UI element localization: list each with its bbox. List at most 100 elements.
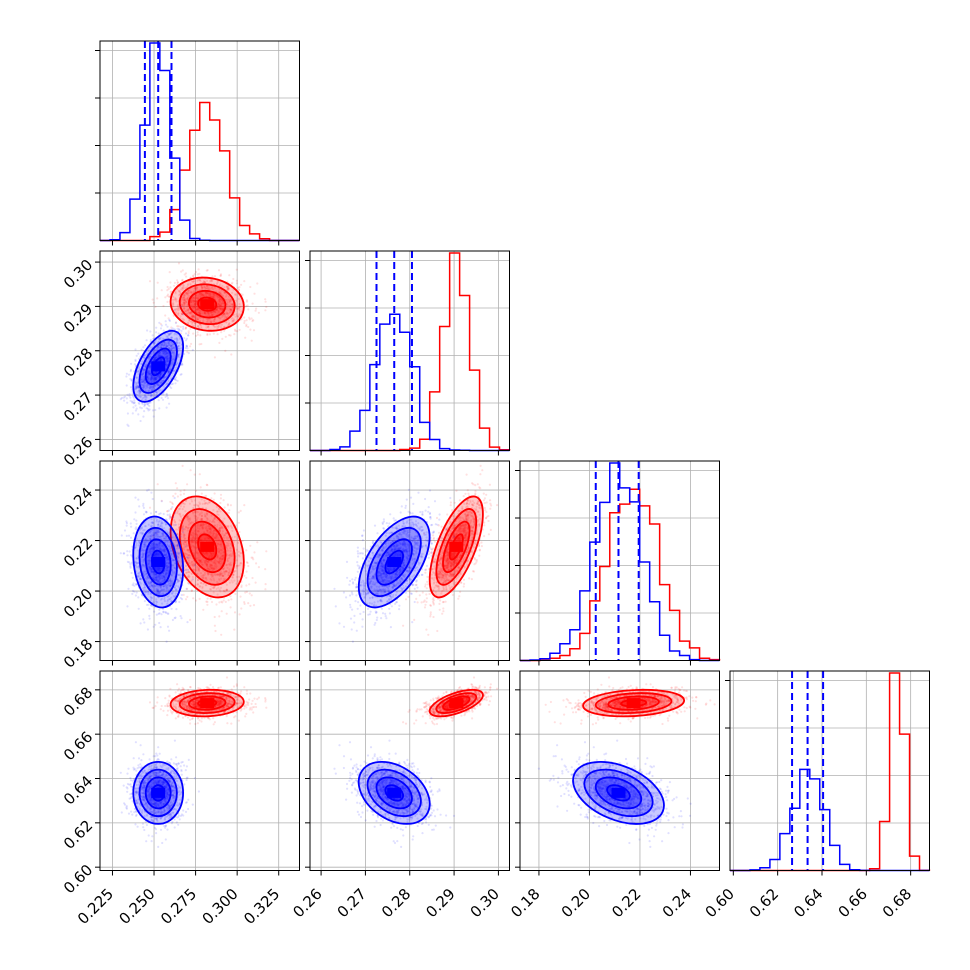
scatter-point [136, 369, 139, 372]
scatter-point [215, 309, 219, 312]
scatter-point [192, 332, 195, 335]
scatter-point [204, 287, 207, 290]
scatter-point [217, 305, 220, 308]
scatter-point [154, 377, 157, 380]
scatter-point [158, 621, 161, 625]
scatter-point [220, 298, 223, 301]
scatter-point [248, 316, 251, 319]
scatter-point [198, 279, 201, 282]
scatter-point [192, 300, 195, 303]
scatter-point [200, 293, 203, 296]
scatter-point [205, 292, 208, 295]
scatter-point [181, 464, 184, 467]
scatter-point [164, 320, 167, 323]
scatter-point [198, 279, 201, 282]
scatter-point [194, 300, 197, 303]
scatter-point [143, 356, 146, 359]
scatter-point [168, 295, 171, 298]
scatter-point [215, 603, 218, 606]
scatter-point [233, 333, 236, 336]
scatter-point [175, 300, 178, 303]
scatter-point [172, 305, 175, 308]
scatter-point [129, 370, 132, 373]
scatter-point [190, 292, 193, 295]
scatter-point [193, 305, 196, 308]
scatter-point [165, 350, 168, 353]
scatter-point [226, 288, 229, 291]
scatter-point [170, 607, 173, 610]
scatter-point [265, 305, 268, 309]
scatter-point [187, 309, 190, 312]
scatter-point [140, 362, 143, 365]
scatter-point [228, 334, 231, 337]
scatter-point [128, 393, 131, 396]
scatter-point [213, 356, 216, 359]
scatter-point [219, 305, 222, 308]
scatter-point [168, 295, 171, 298]
scatter-point [169, 508, 172, 511]
scatter-point [143, 621, 146, 624]
scatter-point [178, 308, 181, 311]
scatter-point [233, 328, 237, 331]
scatter-point [229, 308, 232, 311]
panel-1-0 [99, 250, 300, 451]
scatter-point [246, 304, 249, 307]
scatter-point [206, 332, 209, 336]
scatter-point [210, 311, 213, 314]
scatter-point [148, 355, 151, 358]
scatter-point [247, 564, 250, 568]
scatter-point [220, 316, 223, 319]
scatter-point [142, 618, 145, 621]
scatter-point [203, 281, 206, 284]
scatter-point [243, 574, 246, 577]
scatter-point [229, 302, 232, 306]
scatter-point [182, 284, 185, 287]
scatter-point [207, 286, 210, 289]
scatter-point [229, 504, 232, 507]
scatter-point [217, 323, 220, 326]
scatter-point [193, 289, 196, 292]
scatter-point [243, 504, 246, 507]
scatter-point [179, 493, 182, 496]
scatter-point [182, 285, 185, 288]
scatter-point [203, 312, 206, 315]
scatter-point [223, 313, 226, 316]
scatter-point [158, 389, 162, 392]
scatter-point [248, 592, 251, 595]
scatter-point [151, 409, 155, 412]
scatter-point [198, 311, 201, 314]
scatter-point [187, 309, 190, 312]
scatter-point [157, 383, 160, 387]
scatter-point [155, 510, 158, 513]
scatter-point [230, 598, 233, 601]
scatter-point [182, 297, 186, 300]
panel-1-1 [305, 250, 511, 452]
scatter-point [231, 309, 234, 312]
scatter-point [190, 290, 193, 293]
scatter-point [226, 301, 229, 304]
scatter-point [210, 600, 214, 604]
scatter-point [223, 286, 226, 289]
scatter-point [147, 488, 150, 491]
scatter-point [196, 325, 199, 328]
scatter-point [199, 312, 202, 315]
scatter-point [132, 406, 135, 409]
scatter-point [146, 375, 149, 379]
scatter-point [151, 334, 154, 337]
scatter-point [236, 307, 240, 310]
scatter-point [205, 311, 208, 314]
scatter-point [162, 350, 165, 353]
scatter-point [219, 501, 222, 505]
scatter-point [171, 298, 174, 302]
scatter-point [196, 305, 199, 308]
scatter-point [251, 320, 254, 323]
scatter-point [182, 298, 185, 301]
scatter-point [184, 339, 188, 342]
scatter-point [181, 313, 184, 316]
scatter-point [235, 268, 238, 271]
scatter-point [255, 307, 258, 310]
scatter-point [175, 298, 178, 301]
scatter-point [125, 522, 128, 525]
scatter-point [184, 346, 187, 350]
scatter-point [180, 329, 183, 332]
